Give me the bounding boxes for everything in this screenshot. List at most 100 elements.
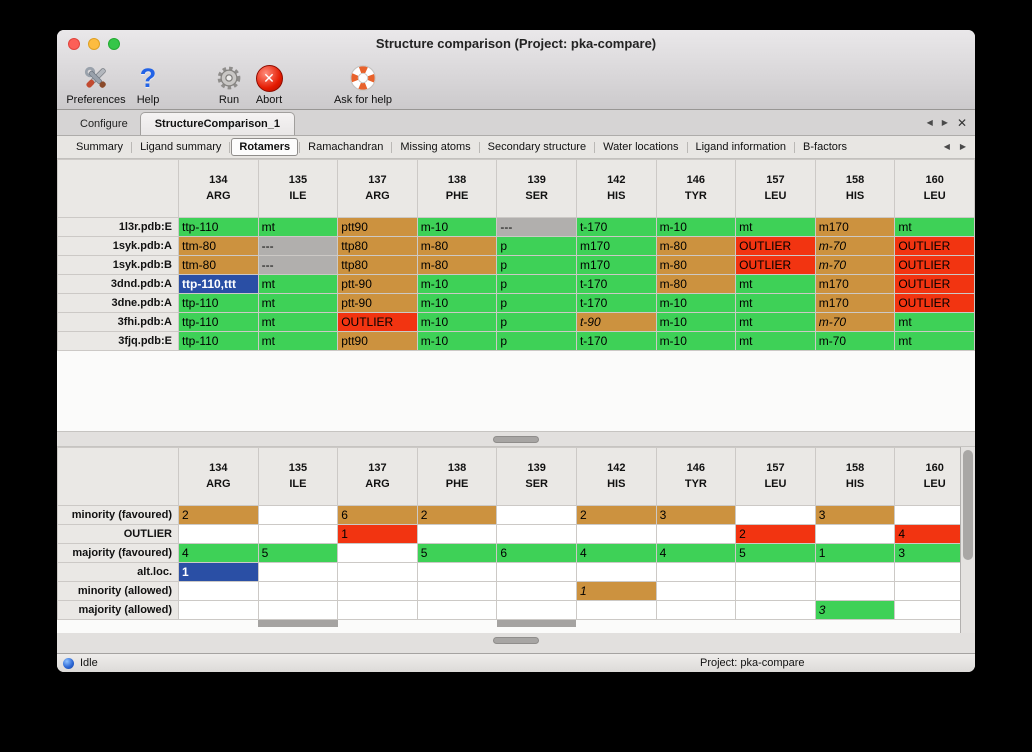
- summary-cell[interactable]: 3: [814, 505, 896, 525]
- summary-cell[interactable]: [416, 562, 498, 582]
- rotamer-cell[interactable]: m-10: [416, 217, 498, 237]
- summary-cell[interactable]: [257, 524, 339, 544]
- rotamer-cell[interactable]: ttp80: [337, 255, 418, 275]
- structure-row-label[interactable]: 1l3r.pdb:E: [57, 217, 179, 237]
- category-row-label[interactable]: minority (favoured): [57, 505, 179, 525]
- column-header-157-LEU[interactable]: 157 LEU: [735, 159, 816, 218]
- summary-cell[interactable]: [814, 562, 896, 582]
- subtab-rotamers[interactable]: Rotamers: [231, 138, 299, 156]
- vertical-scrollbar[interactable]: [960, 447, 975, 633]
- structure-row-label[interactable]: 1syk.pdb:B: [57, 255, 179, 275]
- summary-cell[interactable]: [735, 505, 816, 525]
- column-header-135-ILE[interactable]: 135 ILE: [257, 159, 339, 218]
- rotamer-cell[interactable]: m170: [814, 217, 896, 237]
- rotamer-cell[interactable]: m-10: [655, 331, 737, 351]
- summary-cell[interactable]: [257, 505, 339, 525]
- rotamer-cell[interactable]: m170: [575, 236, 657, 256]
- summary-cell[interactable]: [655, 581, 737, 601]
- summary-cell[interactable]: 5: [735, 543, 816, 563]
- summary-cell[interactable]: 4: [575, 543, 657, 563]
- run-button[interactable]: Run: [211, 63, 247, 106]
- summary-cell[interactable]: [416, 524, 498, 544]
- summary-cell[interactable]: [496, 562, 577, 582]
- zoom-button[interactable]: [108, 38, 120, 50]
- rotamer-cell[interactable]: ---: [496, 217, 577, 237]
- subtab-secondary-structure[interactable]: Secondary structure: [487, 141, 587, 153]
- close-button[interactable]: [68, 38, 80, 50]
- rotamer-cell[interactable]: m-10: [416, 312, 498, 332]
- rotamer-cell[interactable]: p: [496, 312, 577, 332]
- summary-cell[interactable]: 6: [337, 505, 418, 525]
- rotamer-cell[interactable]: m-70: [814, 312, 896, 332]
- summary-cell[interactable]: [337, 543, 418, 563]
- summary-cell[interactable]: [496, 524, 577, 544]
- summary-cell[interactable]: 1: [814, 543, 896, 563]
- summary-cell[interactable]: [655, 524, 737, 544]
- summary-cell[interactable]: 2: [416, 505, 498, 525]
- rotamer-cell[interactable]: p: [496, 255, 577, 275]
- summary-cell[interactable]: [735, 600, 816, 620]
- subtab-ligand-information[interactable]: Ligand information: [695, 141, 787, 153]
- summary-cell[interactable]: [496, 581, 577, 601]
- rotamer-cell[interactable]: mt: [894, 217, 975, 237]
- structure-row-label[interactable]: 3dnd.pdb:A: [57, 274, 179, 294]
- tab-structurecomparison-1[interactable]: StructureComparison_1: [139, 112, 296, 135]
- rotamer-cell[interactable]: ---: [257, 236, 339, 256]
- rotamer-cell[interactable]: ttm-80: [178, 255, 259, 275]
- summary-cell[interactable]: [575, 562, 657, 582]
- column-header-158-HIS[interactable]: 158 HIS: [814, 159, 896, 218]
- rotamer-cell[interactable]: m-80: [416, 236, 498, 256]
- subtab-water-locations[interactable]: Water locations: [603, 141, 679, 153]
- summary-cell[interactable]: [655, 600, 737, 620]
- rotamer-cell[interactable]: m-10: [416, 274, 498, 294]
- column-header-158-HIS[interactable]: 158 HIS: [814, 447, 896, 506]
- rotamer-cell[interactable]: mt: [735, 293, 816, 313]
- subtab-scroll-right-icon[interactable]: ▶: [959, 142, 966, 151]
- summary-cell[interactable]: [178, 524, 259, 544]
- subtab-ramachandran[interactable]: Ramachandran: [308, 141, 384, 153]
- summary-cell[interactable]: [416, 600, 498, 620]
- rotamer-cell[interactable]: mt: [894, 312, 975, 332]
- rotamer-cell[interactable]: p: [496, 293, 577, 313]
- rotamer-cell[interactable]: ttp-110: [178, 312, 259, 332]
- column-header-134-ARG[interactable]: 134 ARG: [178, 447, 259, 506]
- rotamer-cell[interactable]: OUTLIER: [894, 236, 975, 256]
- rotamer-cell[interactable]: m-70: [814, 236, 896, 256]
- column-header-146-TYR[interactable]: 146 TYR: [655, 159, 737, 218]
- summary-cell[interactable]: 1: [575, 581, 657, 601]
- rotamer-cell[interactable]: t-170: [575, 274, 657, 294]
- rotamer-cell[interactable]: m170: [575, 255, 657, 275]
- summary-cell[interactable]: [814, 524, 896, 544]
- structure-row-label[interactable]: 3fjq.pdb:E: [57, 331, 179, 351]
- column-header-134-ARG[interactable]: 134 ARG: [178, 159, 259, 218]
- rotamer-cell[interactable]: ptt90: [337, 217, 418, 237]
- category-row-label[interactable]: majority (allowed): [57, 600, 179, 620]
- rotamer-cell[interactable]: ttp-110: [178, 331, 259, 351]
- summary-cell[interactable]: [575, 524, 657, 544]
- ask-for-help-button[interactable]: Ask for help: [325, 63, 401, 106]
- rotamer-cell[interactable]: OUTLIER: [894, 255, 975, 275]
- rotamer-cell[interactable]: ptt-90: [337, 293, 418, 313]
- rotamer-cell[interactable]: m-10: [416, 331, 498, 351]
- rotamer-cell[interactable]: t-90: [575, 312, 657, 332]
- rotamer-cell[interactable]: m-80: [416, 255, 498, 275]
- summary-cell[interactable]: [337, 600, 418, 620]
- subtab-summary[interactable]: Summary: [76, 141, 124, 153]
- rotamer-cell[interactable]: p: [496, 331, 577, 351]
- column-header-137-ARG[interactable]: 137 ARG: [337, 447, 418, 506]
- summary-cell[interactable]: 2: [735, 524, 816, 544]
- rotamer-cell[interactable]: m-10: [655, 293, 737, 313]
- rotamer-cell[interactable]: m-70: [814, 255, 896, 275]
- summary-cell[interactable]: 1: [337, 524, 418, 544]
- minimize-button[interactable]: [88, 38, 100, 50]
- rotamer-cell[interactable]: OUTLIER: [337, 312, 418, 332]
- summary-cell[interactable]: [178, 581, 259, 601]
- abort-button[interactable]: ✕ Abort: [249, 63, 289, 106]
- rotamer-cell[interactable]: m170: [814, 274, 896, 294]
- rotamer-cell[interactable]: t-170: [575, 331, 657, 351]
- rotamer-cell[interactable]: m-10: [416, 293, 498, 313]
- rotamer-cell[interactable]: mt: [257, 331, 339, 351]
- rotamer-cell[interactable]: mt: [257, 312, 339, 332]
- rotamer-cell[interactable]: OUTLIER: [735, 255, 816, 275]
- rotamer-cell[interactable]: ttp80: [337, 236, 418, 256]
